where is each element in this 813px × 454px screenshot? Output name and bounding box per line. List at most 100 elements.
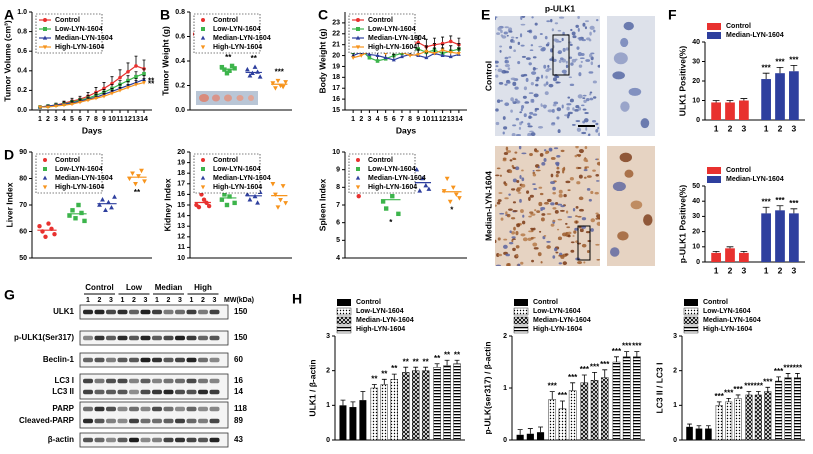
band [209,406,220,412]
cell [523,113,527,118]
legend-marker [356,18,360,22]
cell [497,26,502,31]
marker [219,197,225,202]
y-axis-label: p-ULK1 Positive(%) [677,185,687,264]
cell [517,263,521,266]
bar [412,370,420,441]
cell [495,204,497,207]
legend-label: Low-LYN-1604 [368,26,416,33]
y-tick-label: 50 [19,255,27,262]
cell [548,83,554,88]
significance: *** [775,196,785,205]
cell [543,235,547,237]
cell [518,126,522,130]
cell [587,239,592,243]
error-bar [549,391,555,400]
zoom-box [577,225,591,261]
cell [520,16,523,21]
bar [421,370,430,441]
marker [367,55,372,60]
ihc-title: p-ULK1 [545,3,575,13]
marker [229,63,235,69]
legend-marker [200,35,206,40]
cell [517,41,521,46]
x-tick-label: 14 [140,116,148,123]
legend-marker [355,45,361,50]
y-tick-label: 0.2 [175,82,185,89]
cell [597,64,600,68]
y-tick-label: 0 [673,437,677,444]
marker [52,231,57,237]
cell [514,86,519,90]
y-axis-label: Liver Index [4,182,14,227]
marker [126,69,130,74]
cell [584,146,588,150]
legend-label: Low-LYN-1604 [703,308,751,315]
legend-marker [355,35,361,40]
cell [559,57,564,61]
cell [545,81,549,86]
marker [270,81,276,86]
legend-label: Median-LYN-1604 [368,175,426,182]
band [163,418,174,424]
y-tick-label: 23 [332,20,340,27]
x-tick-label: 6 [392,116,396,123]
y-tick-label: 1 [673,402,677,409]
error-bar [581,374,587,383]
marker [356,193,361,199]
y-tick-label: 60 [19,228,27,235]
cell [590,52,595,55]
cell [529,211,534,214]
cell [558,189,563,194]
cell [573,230,577,234]
cell [497,253,503,257]
cell [581,243,587,248]
legend-marker [201,27,205,31]
marker [73,216,78,221]
band [152,418,162,424]
marker [375,59,380,63]
cell [550,157,556,160]
marker [383,55,388,60]
mw-label: 150 [234,333,248,342]
cell [563,193,567,198]
error-bar [391,373,397,380]
cell [530,44,534,47]
error-bar [602,369,608,378]
bar [789,213,799,262]
error-bar [454,359,460,364]
y-tick-label: 12 [177,234,185,241]
cell [495,16,498,18]
cell [583,261,586,264]
error-bar [712,250,720,253]
cell [497,199,502,202]
cell [512,209,518,212]
y-tick-label: 15 [332,107,340,114]
cell [590,61,594,66]
marker [391,57,396,62]
cell [512,201,517,204]
cell [583,157,588,162]
cell [555,173,559,178]
blot-frame [79,373,229,400]
bar [784,377,792,441]
x-tick-label: 8 [408,116,412,123]
band [186,437,197,443]
band [198,418,208,424]
cell [542,104,548,108]
cell [555,251,559,254]
mw-label: 16 [234,376,243,385]
cell [546,213,552,215]
significance: *** [789,56,799,65]
y-tick-label: 11 [178,244,186,251]
cell [584,166,587,170]
cell [568,56,573,59]
cell [571,123,576,126]
cell [557,228,560,231]
cell [540,103,543,107]
cell [500,29,503,34]
cell [515,36,519,39]
y-axis-label: Spleen Index [317,179,327,232]
error-bar [634,351,640,357]
